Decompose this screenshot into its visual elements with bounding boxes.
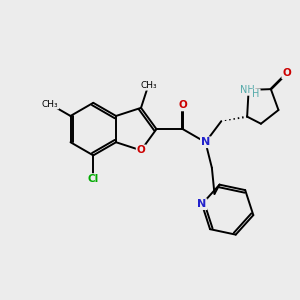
Text: CH₃: CH₃ bbox=[140, 81, 157, 90]
Text: Cl: Cl bbox=[88, 174, 99, 184]
Text: O: O bbox=[178, 100, 187, 110]
Text: O: O bbox=[282, 68, 291, 78]
Text: H: H bbox=[252, 89, 260, 99]
Text: O: O bbox=[136, 146, 146, 155]
Text: CH₃: CH₃ bbox=[42, 100, 58, 109]
Text: N: N bbox=[197, 199, 206, 209]
Text: NH: NH bbox=[240, 85, 254, 95]
Text: N: N bbox=[201, 137, 210, 147]
